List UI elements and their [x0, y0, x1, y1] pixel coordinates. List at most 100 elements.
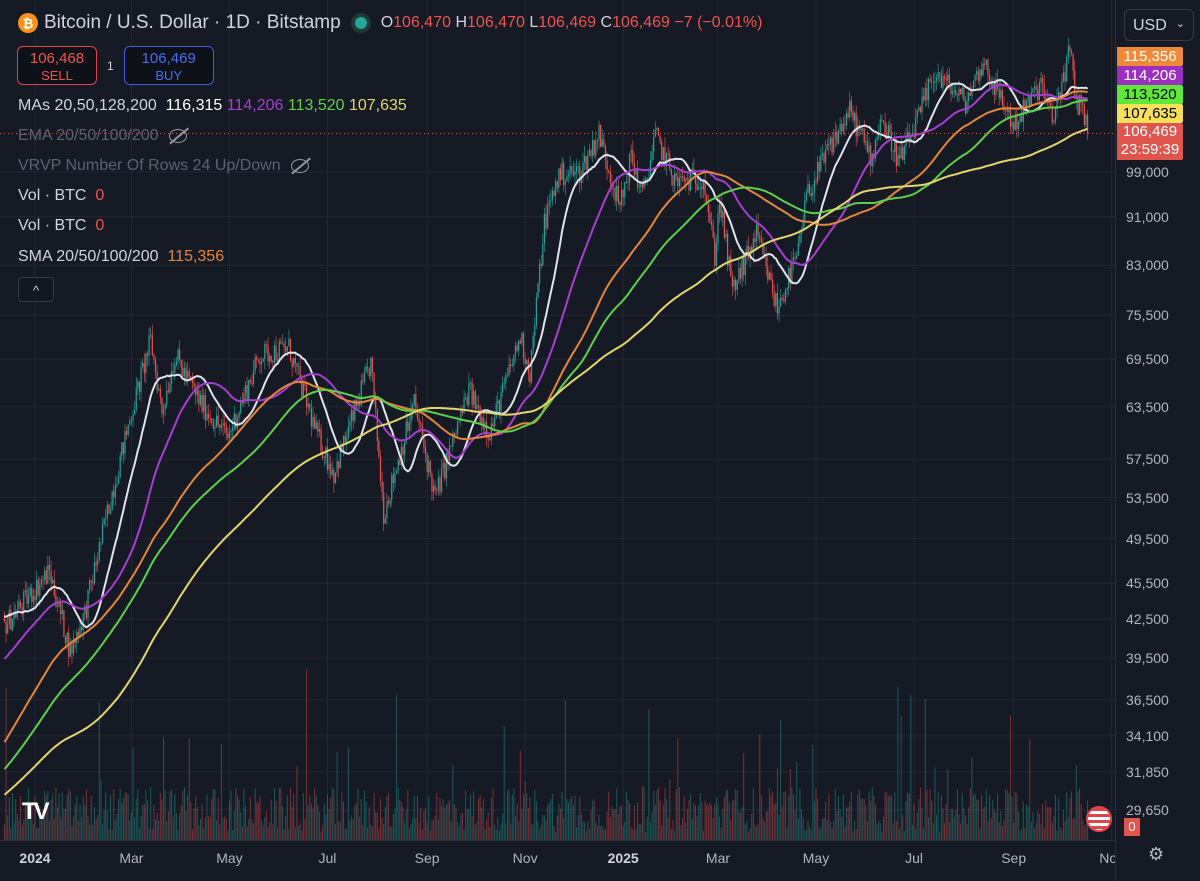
candle-body	[810, 192, 812, 197]
price-scale[interactable]: USD ⌄ 115,356 114,206 113,520 107,635 106,46…	[1115, 0, 1200, 881]
ma-line-20	[4, 78, 1089, 629]
candle	[299, 356, 301, 385]
candle	[755, 214, 758, 250]
volume-bar	[805, 830, 807, 840]
legend-vrvp[interactable]: VRVP Number Of Rows 24 Up/Down	[18, 157, 309, 175]
legend-mas[interactable]: MAs 20,50,128,200 116,315 114,206 113,52…	[18, 97, 407, 114]
candle	[315, 414, 317, 430]
volume-bar	[127, 794, 129, 840]
candle-body	[786, 288, 788, 291]
volume-bar	[751, 813, 753, 840]
settings-gear-icon[interactable]: ⚙	[1148, 844, 1165, 864]
collapse-legend-button[interactable]: ^	[18, 277, 54, 302]
volume-bar	[937, 792, 939, 840]
price-chart[interactable]	[0, 0, 1115, 840]
candle-body	[646, 177, 648, 181]
candle	[497, 391, 499, 414]
candle-body	[277, 359, 279, 361]
candle-body	[1077, 95, 1079, 115]
candle-body	[725, 234, 727, 238]
us-flag-icon[interactable]	[1086, 806, 1112, 832]
volume-bar	[415, 818, 417, 840]
currency-select[interactable]: USD ⌄	[1124, 9, 1194, 41]
candle-body	[1061, 81, 1063, 99]
ma-price-tag: 107,635	[1117, 104, 1183, 123]
quantity[interactable]: 1	[107, 58, 114, 73]
volume-bar	[661, 825, 663, 840]
candle-body	[829, 137, 832, 145]
volume-bar	[577, 815, 579, 840]
candle-body	[988, 74, 991, 81]
volume-bar	[550, 798, 552, 840]
candle-body	[48, 565, 51, 571]
volume-bar	[66, 794, 68, 840]
candle	[368, 367, 370, 380]
candle	[670, 168, 672, 186]
legend-ema[interactable]: EMA 20/50/100/200	[18, 127, 187, 145]
candle	[416, 403, 419, 422]
candle-body	[971, 88, 973, 96]
volume-bar	[558, 803, 560, 840]
volume-bar	[842, 794, 844, 840]
volume-bar	[412, 817, 414, 840]
volume-bar	[874, 803, 876, 840]
buy-button[interactable]: 106,469 BUY	[123, 46, 214, 85]
candle-body	[805, 193, 807, 201]
hidden-eye-icon[interactable]	[290, 158, 309, 173]
candle-body	[678, 177, 681, 187]
candle-body	[669, 154, 671, 170]
volume-bar	[621, 805, 623, 840]
volume-bar	[545, 820, 547, 840]
symbol-header[interactable]: ₿ Bitcoin / U.S. Dollar · 1D · Bitstamp …	[18, 12, 762, 34]
candle-body	[508, 364, 510, 376]
legend-volume[interactable]: Vol · BTC 0	[18, 217, 105, 234]
candle-body	[132, 414, 134, 421]
candle-body	[622, 189, 624, 198]
volume-bar	[294, 827, 296, 840]
candle	[953, 83, 955, 99]
volume-bar	[524, 781, 526, 840]
hidden-eye-icon[interactable]	[168, 128, 187, 143]
volume-bar	[227, 830, 229, 840]
volume-bar	[404, 822, 406, 840]
candle-body	[309, 403, 311, 409]
candle-body	[510, 364, 512, 366]
candle	[154, 356, 157, 380]
volume-bar	[246, 826, 248, 840]
candle	[19, 599, 22, 610]
volume-bar	[290, 787, 292, 840]
candle-body	[307, 403, 309, 408]
candle	[135, 376, 137, 413]
volume-bar	[871, 787, 873, 840]
volume-bar	[423, 810, 425, 840]
candle	[130, 416, 133, 426]
symbol-title[interactable]: Bitcoin / U.S. Dollar · 1D · Bitstamp	[44, 12, 341, 33]
volume-bar	[846, 807, 848, 840]
candle	[1070, 48, 1073, 57]
candle	[330, 456, 332, 480]
candle-body	[1045, 98, 1047, 102]
volume-bar	[208, 816, 210, 840]
candle-body	[953, 90, 955, 92]
volume-bar	[429, 830, 431, 840]
candle-body	[574, 171, 576, 176]
volume-bar	[534, 789, 536, 840]
volume-bar	[314, 788, 316, 840]
candle-body	[463, 397, 465, 413]
sell-button[interactable]: 106,468 SELL	[17, 46, 97, 85]
legend-sma[interactable]: SMA 20/50/100/200 115,356	[18, 248, 225, 265]
candle-body	[985, 59, 987, 65]
volume-bar	[55, 787, 57, 840]
volume-bar	[1003, 819, 1005, 840]
legend-volume[interactable]: Vol · BTC 0	[18, 187, 105, 204]
candle-body	[765, 254, 767, 267]
candle	[334, 472, 337, 485]
candle	[45, 565, 47, 586]
time-axis[interactable]: 2024 Mar May Jul Sep Nov 2025 Mar May Jul Sep Nov	[0, 840, 1124, 881]
volume-bar	[678, 787, 680, 840]
candle	[413, 394, 415, 407]
candle-body	[710, 221, 713, 225]
tradingview-logo[interactable]: TV	[22, 798, 50, 825]
volume-bar	[28, 788, 30, 840]
candle	[326, 438, 329, 474]
